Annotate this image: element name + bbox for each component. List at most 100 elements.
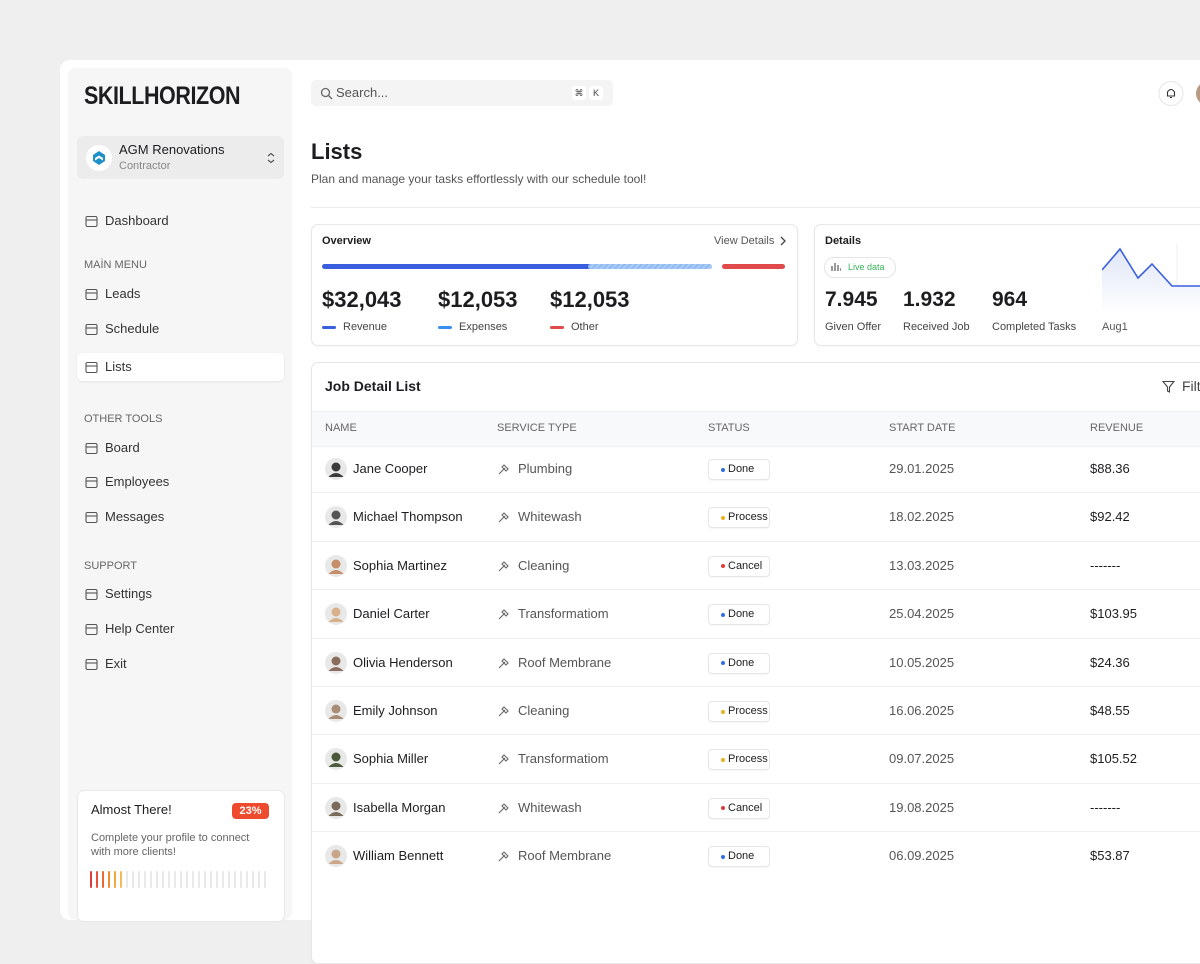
status-dot [721,854,725,859]
service-icon [498,464,509,475]
overview-value: $12,053 [438,287,518,312]
page-title: Lists [311,139,363,164]
avatar [325,603,347,626]
details-title: Details [825,235,862,247]
status-badge [708,749,770,771]
avatar [325,748,347,771]
overview-label: Expenses [459,321,508,333]
status-label: Process [728,705,768,717]
person-name: Sophia Miller [353,751,429,767]
avatar [325,506,347,529]
row-divider [312,734,1200,735]
status-label: Process [728,753,768,766]
status-badge [708,652,770,674]
logo: SKILLHORIZON [84,82,241,110]
nav-item[interactable]: Help Center [105,621,175,636]
start-date: 13.03.2025 [889,557,955,573]
nav-icon [85,442,98,455]
filter-button[interactable]: Filter [1182,378,1200,394]
nav-icon [85,476,98,489]
live-icon [831,263,841,271]
shortcut-key: K [589,86,603,100]
promo-badge: 23% [232,803,269,819]
revenue: $105.52 [1090,751,1137,767]
nav-item[interactable]: Schedule [105,321,160,336]
nav-item[interactable]: Messages [105,509,165,524]
service-icon [498,561,509,572]
start-date: 09.07.2025 [889,751,955,767]
person-name: Jane Cooper [353,461,428,476]
service-icon [498,706,509,717]
status-dot [721,515,725,520]
overview-value: $32,043 [322,287,402,312]
org-logo [86,145,112,171]
service-type: Transformatiom [518,751,609,767]
revenue: $48.55 [1090,703,1130,718]
details-label: Completed Tasks [992,321,1077,333]
view-details-link[interactable]: View Details [714,235,775,247]
service-icon [498,851,509,862]
status-badge [708,555,770,577]
person-name: William Bennett [353,848,444,864]
service-icon [498,803,509,814]
active-nav-bg [77,353,284,381]
row-divider [312,783,1200,784]
start-date: 10.05.2025 [889,654,955,670]
revenue: ------- [1090,799,1121,815]
nav-icon [85,288,98,301]
nav-item[interactable]: Exit [105,656,127,671]
revenue: $24.36 [1090,654,1130,670]
page: {"sidebar":{"logo":"SKILLHORIZON","org":… [60,60,1200,964]
nav-icon [85,215,98,228]
topbar-icons[interactable] [1158,80,1200,107]
service-icon [498,754,509,765]
nav-item[interactable]: Board [105,440,140,455]
chart-label: Aug1 [1102,321,1128,333]
nav-icon [85,361,98,374]
status-label: Cancel [728,801,763,814]
search-box[interactable] [311,80,613,106]
overview-label: Other [571,321,599,333]
status-label: Done [728,463,755,475]
arrow-icon [780,236,786,246]
avatar [325,700,347,722]
nav-item[interactable]: Leads [105,286,141,301]
status-dot [721,806,725,811]
page-subtitle: Plan and manage your tasks effortlessly … [311,172,647,186]
column-header: REVENUE [1090,422,1144,434]
status-dot [721,612,725,617]
avatar [325,554,347,577]
revenue: $53.87 [1090,848,1130,864]
status-label: Done [728,656,755,669]
promo-text: with more clients! [91,846,176,858]
person-name: Isabella Morgan [353,799,446,815]
live-text: Live data [848,262,885,272]
details-label: Given Offer [825,321,882,333]
sidebar [68,68,292,920]
details-value: 7.945 [825,288,878,311]
nav-item[interactable]: Lists [105,359,132,374]
status-label: Process [728,511,768,524]
service-type: Whitewash [518,509,582,525]
details-value: 964 [992,288,1028,311]
service-icon [498,609,509,620]
live-badge [824,257,896,278]
person-name: Michael Thompson [353,509,463,525]
row-divider [312,638,1200,639]
org-role: Contractor [119,160,171,172]
nav-item[interactable]: Dashboard [105,213,169,228]
service-icon [498,657,509,668]
row-divider [312,686,1200,687]
start-date: 25.04.2025 [889,606,955,622]
legend-swatch [438,326,452,329]
revenue: ------- [1090,557,1121,573]
person-name: Sophia Martinez [353,557,447,573]
start-date: 16.06.2025 [889,703,955,718]
overview-progress [322,264,785,269]
service-icon [498,512,509,523]
nav-item[interactable]: Settings [105,586,152,601]
avatar [325,796,347,819]
overview-label: Revenue [343,321,388,333]
nav-item[interactable]: Employees [105,474,170,489]
section-title: SUPPORT [84,560,137,572]
